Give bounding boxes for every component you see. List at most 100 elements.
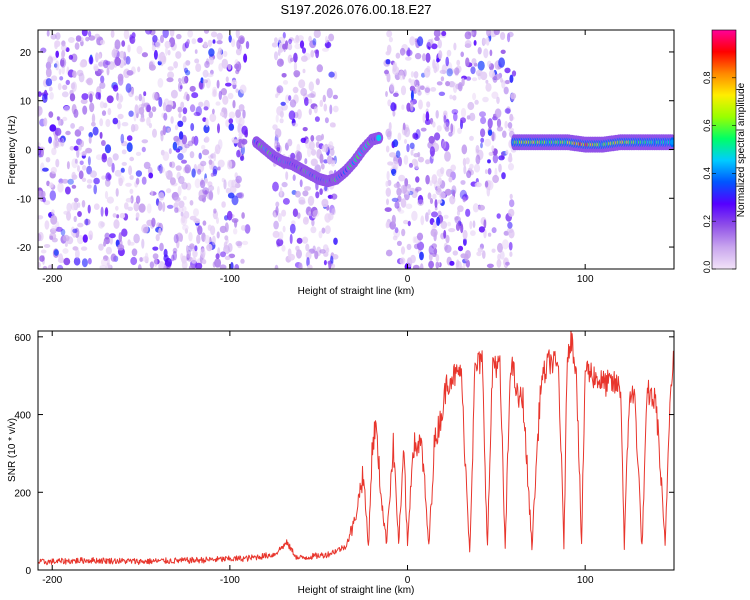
heatmap-noise-cell bbox=[82, 150, 87, 156]
heatmap-noise-cell bbox=[163, 264, 167, 269]
heatmap-noise-cell bbox=[422, 53, 426, 62]
x-tick-label: 0 bbox=[405, 575, 411, 586]
heatmap-noise-cell bbox=[152, 253, 159, 260]
heatmap-signal-core bbox=[376, 134, 382, 142]
heatmap-noise-cell bbox=[51, 75, 58, 82]
heatmap-noise-cell bbox=[404, 178, 409, 187]
heatmap-noise-cell bbox=[146, 104, 152, 113]
heatmap-noise-cell bbox=[117, 113, 124, 120]
heatmap-noise-cell bbox=[218, 90, 222, 101]
heatmap-noise-cell bbox=[202, 149, 210, 156]
heatmap-noise-cell bbox=[440, 167, 445, 175]
heatmap-noise-cell bbox=[477, 204, 485, 211]
heatmap-noise-cell bbox=[104, 207, 109, 217]
heatmap-noise-cell bbox=[210, 31, 218, 38]
heatmap-noise-cell bbox=[190, 123, 195, 131]
heatmap-noise-cell bbox=[438, 91, 446, 97]
heatmap-noise-cell bbox=[465, 157, 470, 165]
heatmap-noise-cell bbox=[470, 230, 476, 237]
heatmap-noise-cell bbox=[203, 106, 209, 111]
heatmap-noise-cell bbox=[386, 170, 390, 181]
heatmap-noise-cell bbox=[302, 190, 309, 197]
heatmap-noise-cell bbox=[410, 90, 414, 101]
heatmap-noise-cell bbox=[296, 237, 303, 244]
heatmap-noise-cell bbox=[105, 60, 111, 66]
heatmap-noise-cell bbox=[294, 43, 302, 50]
x-tick-label: -100 bbox=[220, 575, 240, 586]
heatmap-noise-cell bbox=[239, 84, 247, 94]
heatmap-noise-cell bbox=[469, 163, 474, 170]
heatmap-noise-cell bbox=[121, 40, 126, 47]
heatmap-noise-cell bbox=[178, 77, 182, 83]
heatmap-noise-cell bbox=[231, 38, 236, 48]
heatmap-noise-cell bbox=[450, 123, 454, 133]
heatmap-noise-cell bbox=[77, 165, 80, 172]
heatmap-noise-cell bbox=[484, 169, 488, 175]
heatmap-noise-cell bbox=[429, 117, 434, 125]
heatmap-signal-layer bbox=[252, 131, 674, 188]
colorbar-tick-label: 0.0 bbox=[702, 261, 712, 274]
heatmap-noise-cell bbox=[320, 163, 325, 170]
heatmap-noise-cell bbox=[231, 79, 238, 85]
heatmap-noise-cell bbox=[440, 221, 448, 229]
heatmap-noise-cell bbox=[223, 179, 227, 190]
heatmap-noise-cell bbox=[385, 91, 388, 97]
heatmap-noise-cell bbox=[227, 242, 233, 253]
heatmap-noise-cell bbox=[484, 180, 489, 188]
y-tick-label: 0 bbox=[25, 566, 31, 577]
heatmap-noise-cell bbox=[86, 165, 92, 175]
heatmap-noise-cell bbox=[51, 237, 58, 243]
heatmap-noise-cell bbox=[111, 162, 115, 173]
heatmap-noise-cell bbox=[106, 67, 110, 76]
heatmap-noise-cell bbox=[97, 53, 102, 60]
heatmap-noise-cell bbox=[165, 46, 168, 56]
heatmap-noise-cell bbox=[403, 69, 407, 77]
colorbar-tick-label: 0.6 bbox=[702, 119, 712, 132]
y-tick-label: 600 bbox=[14, 333, 31, 344]
heatmap-noise-cell bbox=[120, 167, 125, 173]
heatmap-noise-cell bbox=[305, 251, 312, 260]
heatmap-noise-cell bbox=[436, 57, 440, 63]
heatmap-noise-cell bbox=[77, 202, 81, 208]
heatmap-noise-cell bbox=[313, 106, 318, 114]
heatmap-noise-cell bbox=[417, 156, 425, 163]
heatmap-noise-cell bbox=[281, 73, 287, 78]
heatmap-noise-cell bbox=[329, 104, 333, 115]
heatmap-noise-cell bbox=[436, 168, 444, 178]
heatmap-noise-cell bbox=[273, 212, 277, 218]
heatmap-noise-cell bbox=[216, 217, 219, 224]
heatmap-noise-cell bbox=[329, 148, 335, 157]
heatmap-noise-cell bbox=[439, 191, 446, 200]
heatmap-noise-cell bbox=[68, 54, 74, 60]
heatmap-noise-cell bbox=[105, 118, 111, 128]
heatmap-noise-cell bbox=[224, 222, 229, 233]
heatmap-noise-cell bbox=[271, 42, 278, 48]
heatmap-noise-cell bbox=[504, 108, 511, 114]
heatmap-noise-cell bbox=[386, 30, 393, 38]
heatmap-noise-cell bbox=[387, 161, 394, 166]
heatmap-noise-cell bbox=[51, 147, 57, 156]
heatmap-noise-cell bbox=[153, 256, 158, 267]
heatmap-noise-cell bbox=[398, 156, 402, 167]
heatmap-noise-cell bbox=[296, 151, 302, 162]
heatmap-noise-cell bbox=[93, 177, 100, 185]
heatmap-noise-cell bbox=[312, 245, 316, 254]
heatmap-noise-cell bbox=[55, 226, 63, 232]
heatmap-noise-cell bbox=[197, 37, 203, 43]
heatmap-noise-cell bbox=[407, 220, 411, 227]
heatmap-noise-cell bbox=[114, 169, 122, 177]
heatmap-noise-cell bbox=[47, 264, 53, 269]
heatmap-noise-cell bbox=[107, 173, 112, 181]
heatmap-noise-cell bbox=[125, 56, 131, 65]
heatmap-noise-cell bbox=[328, 170, 334, 175]
colorbar-axis: 0.0 0.2 0.4 0.6 0.8 bbox=[702, 72, 736, 274]
heatmap-noise-cell bbox=[234, 172, 238, 179]
heatmap-noise-cell bbox=[402, 122, 406, 131]
heatmap-noise-cell bbox=[188, 232, 193, 242]
heatmap-noise-cell bbox=[412, 133, 417, 140]
heatmap-noise-cell bbox=[386, 44, 392, 54]
heatmap-noise-cell bbox=[85, 147, 93, 154]
heatmap-noise-cell bbox=[186, 39, 190, 45]
heatmap-noise-cell bbox=[238, 104, 245, 112]
heatmap-noise-cell bbox=[184, 75, 189, 84]
